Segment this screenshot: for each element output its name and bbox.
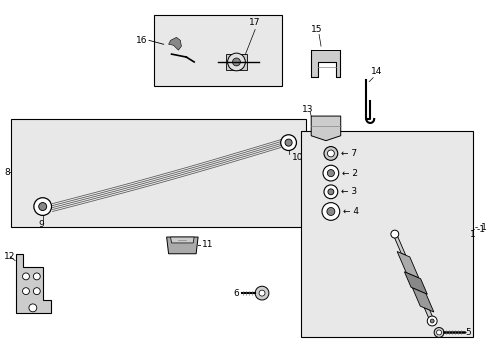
Circle shape (324, 147, 337, 160)
Text: 13: 13 (302, 105, 313, 114)
Circle shape (285, 139, 291, 146)
Text: 17: 17 (249, 18, 260, 27)
Circle shape (433, 328, 443, 337)
Polygon shape (170, 237, 194, 243)
Text: 14: 14 (370, 67, 382, 76)
Text: ← 4: ← 4 (342, 207, 358, 216)
Circle shape (327, 189, 333, 195)
Polygon shape (424, 308, 433, 319)
Bar (225, 54, 247, 70)
Circle shape (34, 198, 51, 215)
Circle shape (232, 58, 240, 66)
Bar (301, 131, 472, 337)
Circle shape (39, 203, 46, 211)
Bar (154, 15, 281, 86)
Circle shape (390, 230, 398, 238)
Polygon shape (411, 288, 433, 312)
Circle shape (436, 330, 441, 335)
Text: - 1: - 1 (474, 223, 487, 232)
Text: 16: 16 (135, 36, 147, 45)
Circle shape (33, 288, 40, 294)
Polygon shape (404, 272, 427, 294)
Text: 9: 9 (39, 220, 44, 229)
Text: 1: 1 (469, 230, 474, 239)
Circle shape (429, 319, 433, 323)
Polygon shape (168, 37, 181, 50)
Circle shape (323, 165, 338, 181)
Circle shape (326, 170, 334, 177)
Circle shape (22, 273, 29, 280)
Circle shape (255, 286, 268, 300)
Text: 12: 12 (4, 252, 16, 261)
Text: 5: 5 (465, 328, 470, 337)
Circle shape (29, 304, 37, 312)
Circle shape (324, 185, 337, 199)
Polygon shape (16, 254, 50, 313)
Circle shape (326, 207, 334, 215)
Circle shape (280, 135, 296, 150)
Text: 8: 8 (4, 168, 10, 177)
Text: -1: -1 (475, 225, 485, 234)
Text: 15: 15 (310, 25, 322, 34)
Polygon shape (310, 50, 339, 77)
Circle shape (259, 290, 264, 296)
Text: ← 2: ← 2 (341, 168, 357, 177)
Text: ← 3: ← 3 (340, 187, 356, 196)
Polygon shape (396, 252, 418, 278)
Circle shape (22, 288, 29, 294)
Circle shape (427, 316, 436, 326)
Polygon shape (392, 233, 405, 255)
Polygon shape (310, 116, 340, 141)
Circle shape (322, 203, 339, 220)
Text: ← 7: ← 7 (340, 149, 356, 158)
Circle shape (227, 53, 245, 71)
Circle shape (327, 150, 334, 157)
Polygon shape (166, 237, 198, 254)
Text: 10: 10 (291, 153, 303, 162)
Text: 6: 6 (233, 289, 239, 298)
Circle shape (33, 273, 40, 280)
Bar (11, 119, 305, 227)
Text: 11: 11 (202, 240, 213, 249)
